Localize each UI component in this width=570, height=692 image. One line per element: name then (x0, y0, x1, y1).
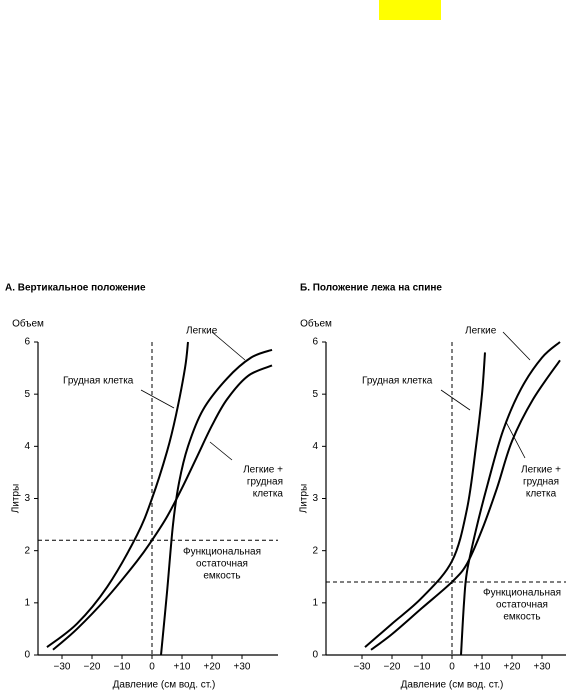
y-label: Литры (299, 484, 310, 513)
y-tick-label: 1 (24, 597, 30, 608)
x-tick-label: +10 (174, 662, 191, 673)
curve-label: клетка (253, 489, 284, 500)
x-tick-label: 0 (149, 662, 155, 673)
x-label: Давление (см вод. ст.) (113, 680, 216, 691)
curve (370, 359, 561, 651)
x-tick-label: +30 (234, 662, 251, 673)
y-tick-label: 5 (24, 389, 30, 400)
frc-label: Функциональная (183, 547, 261, 558)
curve-label: грудная (523, 477, 559, 488)
y-tick-label: 0 (24, 650, 30, 661)
curve-label: Грудная клетка (362, 376, 433, 387)
y-tick-label: 3 (24, 493, 30, 504)
highlight (379, 0, 441, 20)
curve-label: грудная (247, 477, 283, 488)
x-label: Давление (см вод. ст.) (401, 680, 504, 691)
y-tick-label: 6 (24, 337, 30, 348)
panel-title: А. Вертикальное положение (5, 283, 146, 294)
curve (460, 341, 561, 656)
x-tick-label: −30 (54, 662, 71, 673)
x-tick-label: 0 (449, 662, 455, 673)
x-tick-label: −20 (384, 662, 401, 673)
y-label: Литры (11, 484, 22, 513)
y-tick-label: 3 (312, 493, 318, 504)
leader (211, 331, 246, 361)
curve-label: Легкие (465, 326, 497, 337)
x-tick-label: −10 (414, 662, 431, 673)
frc-label: остаточная (196, 559, 248, 570)
frc-label: остаточная (496, 600, 548, 611)
leader (440, 389, 471, 411)
y-tick-label: 1 (312, 597, 318, 608)
frc-label: Функциональная (483, 588, 561, 599)
y-tick-label: 2 (312, 545, 318, 556)
leader (140, 389, 175, 409)
frc-label: емкость (503, 612, 540, 623)
x-tick-label: −20 (84, 662, 101, 673)
y-title: Объем (12, 318, 44, 330)
y-tick-label: 6 (312, 337, 318, 348)
y-tick-label: 2 (24, 545, 30, 556)
x-tick-label: +30 (534, 662, 551, 673)
leader (502, 331, 531, 361)
x-tick-label: −10 (114, 662, 131, 673)
curve (160, 348, 273, 656)
x-tick-label: +10 (474, 662, 491, 673)
y-tick-label: 4 (24, 441, 30, 452)
frc-label: емкость (203, 571, 240, 582)
curve (52, 364, 273, 651)
leader (209, 441, 233, 461)
y-tick-label: 0 (312, 650, 318, 661)
y-tick-label: 4 (312, 441, 318, 452)
y-tick-label: 5 (312, 389, 318, 400)
curve-label: Легкие + (243, 465, 283, 476)
curve (364, 352, 486, 648)
panel-title: Б. Положение лежа на спине (300, 283, 442, 294)
x-tick-label: +20 (504, 662, 521, 673)
curve-label: Легкие (186, 326, 218, 337)
y-title: Объем (300, 318, 332, 330)
curve (46, 341, 189, 648)
x-tick-label: −30 (354, 662, 371, 673)
leader (505, 421, 526, 459)
x-tick-label: +20 (204, 662, 221, 673)
curve-label: Грудная клетка (63, 376, 134, 387)
curve-label: Легкие + (521, 465, 561, 476)
curve-label: клетка (526, 489, 557, 500)
